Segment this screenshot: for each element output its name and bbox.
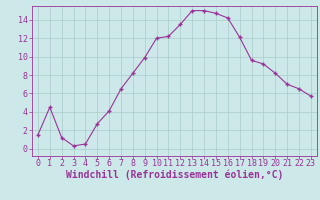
X-axis label: Windchill (Refroidissement éolien,°C): Windchill (Refroidissement éolien,°C) [66,169,283,180]
